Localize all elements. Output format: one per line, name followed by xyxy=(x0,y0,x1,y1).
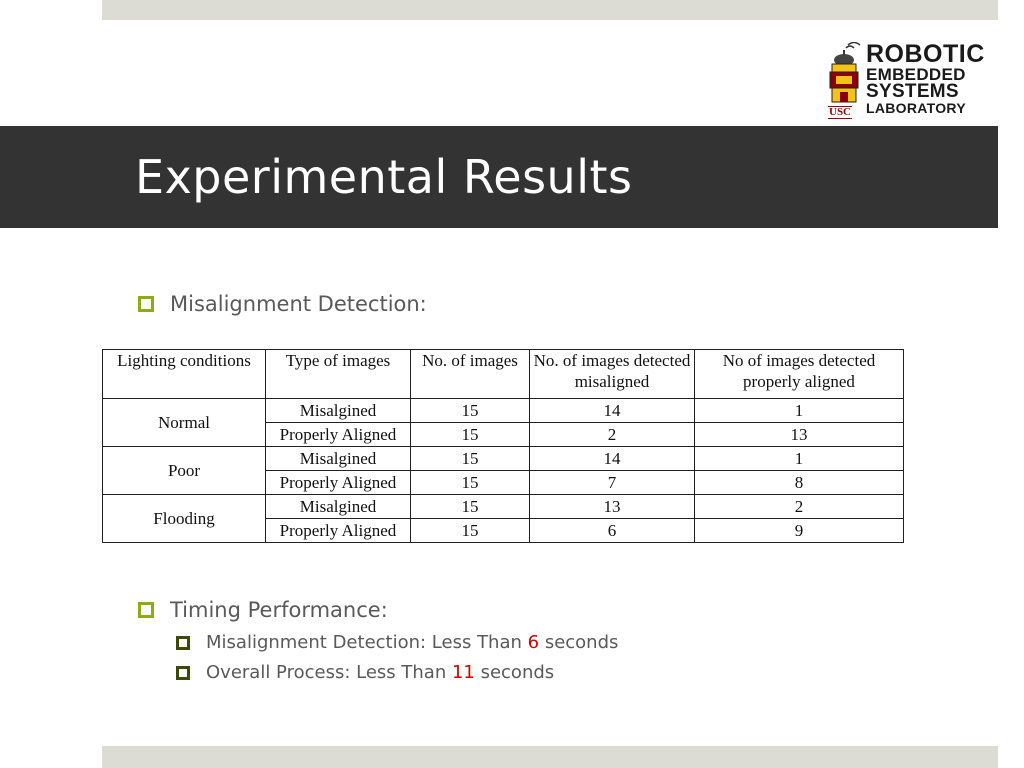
slide-title: Experimental Results xyxy=(135,150,633,204)
square-bullet-icon xyxy=(138,296,154,312)
type-cell: Properly Aligned xyxy=(265,518,411,543)
sub-bullet-text: Overall Process: Less Than 11 seconds xyxy=(206,662,554,683)
sub-bullet-misalignment-time: Misalignment Detection: Less Than 6 seco… xyxy=(176,632,618,653)
bottom-band xyxy=(102,746,998,768)
header-cell: No of images detected properly aligned xyxy=(694,349,904,399)
bullet-timing-performance: Timing Performance: xyxy=(138,598,388,622)
misaligned-cell: 7 xyxy=(529,470,695,495)
aligned-cell: 1 xyxy=(694,398,904,423)
logo-text: ROBOTIC EMBEDDED SYSTEMS LABORATORY xyxy=(866,40,985,117)
table-row: Properly Aligned 15 6 9 xyxy=(103,518,904,543)
aligned-cell: 13 xyxy=(694,422,904,447)
table-row: Poor Misalgined 15 14 1 xyxy=(102,446,904,495)
condition-cell: Normal xyxy=(102,398,266,447)
table-header-row: Lighting conditions Type of images No. o… xyxy=(102,349,904,399)
count-cell: 15 xyxy=(410,446,530,471)
header-cell: Lighting conditions xyxy=(102,349,266,399)
logo-line-robotic: ROBOTIC xyxy=(866,40,985,68)
type-cell: Misalgined xyxy=(265,398,411,423)
type-cell: Properly Aligned xyxy=(265,422,411,447)
table-row: Properly Aligned 15 7 8 xyxy=(103,470,904,495)
count-cell: 15 xyxy=(410,422,530,447)
results-table: Lighting conditions Type of images No. o… xyxy=(102,349,904,543)
type-cell: Misalgined xyxy=(265,446,411,471)
count-cell: 15 xyxy=(410,494,530,519)
robot-icon xyxy=(829,42,861,103)
table-row: Normal Misalgined 15 14 1 xyxy=(102,398,904,447)
count-cell: 15 xyxy=(410,518,530,543)
highlight-value: 6 xyxy=(527,632,540,653)
misaligned-cell: 2 xyxy=(529,422,695,447)
type-cell: Properly Aligned xyxy=(265,470,411,495)
header-cell: Type of images xyxy=(265,349,411,399)
logo-line-laboratory: LABORATORY xyxy=(866,100,966,116)
title-bar xyxy=(0,126,998,228)
highlight-value: 11 xyxy=(451,662,475,683)
bullet-text: Timing Performance: xyxy=(170,598,388,622)
sub-bullet-suffix: seconds xyxy=(539,632,619,653)
header-cell: No. of images detected misaligned xyxy=(529,349,695,399)
bullet-misalignment-detection: Misalignment Detection: xyxy=(138,292,427,316)
bullet-text: Misalignment Detection: xyxy=(170,292,427,316)
misaligned-cell: 14 xyxy=(529,398,695,423)
aligned-cell: 9 xyxy=(694,518,904,543)
count-cell: 15 xyxy=(410,470,530,495)
misaligned-cell: 6 xyxy=(529,518,695,543)
header-cell: No. of images xyxy=(410,349,530,399)
aligned-cell: 2 xyxy=(694,494,904,519)
sub-bullet-suffix: seconds xyxy=(474,662,555,683)
top-band xyxy=(102,0,998,20)
square-bullet-icon xyxy=(138,602,154,618)
square-bullet-icon xyxy=(176,635,190,650)
square-bullet-icon xyxy=(176,665,190,680)
aligned-cell: 1 xyxy=(694,446,904,471)
sub-bullet-prefix: Misalignment Detection: Less Than xyxy=(206,632,528,653)
misaligned-cell: 14 xyxy=(529,446,695,471)
aligned-cell: 8 xyxy=(694,470,904,495)
logo-line-systems: SYSTEMS xyxy=(866,81,959,102)
count-cell: 15 xyxy=(410,398,530,423)
table-row: Flooding Misalgined 15 13 2 xyxy=(102,494,904,543)
misaligned-cell: 13 xyxy=(529,494,695,519)
condition-cell: Flooding xyxy=(102,494,266,543)
type-cell: Misalgined xyxy=(265,494,411,519)
condition-cell: Poor xyxy=(102,446,266,495)
logo-line-embedded: EMBEDDED xyxy=(866,65,966,84)
lab-logo: ROBOTIC EMBEDDED SYSTEMS LABORATORY USC xyxy=(822,36,994,124)
sub-bullet-prefix: Overall Process: Less Than xyxy=(206,662,452,683)
sub-bullet-overall-time: Overall Process: Less Than 11 seconds xyxy=(176,662,554,683)
usc-badge: USC xyxy=(828,106,853,119)
sub-bullet-text: Misalignment Detection: Less Than 6 seco… xyxy=(206,632,618,653)
